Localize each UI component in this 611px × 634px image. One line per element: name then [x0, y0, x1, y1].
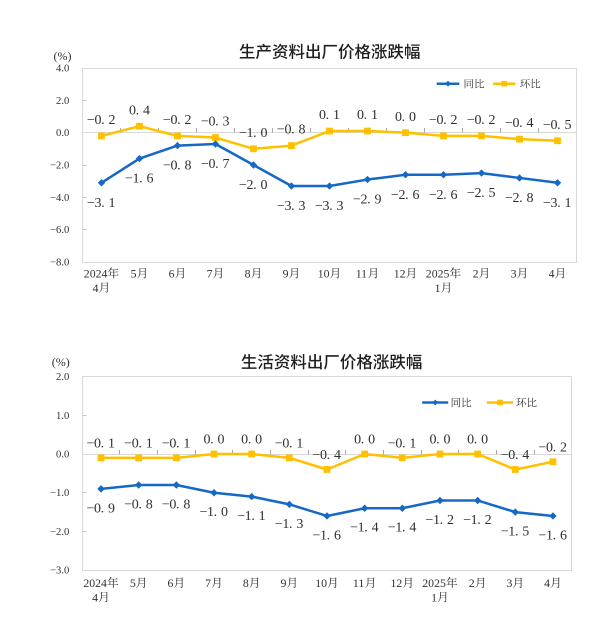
svg-text:−1.6: −1.6 — [539, 528, 567, 543]
svg-text:−3.1: −3.1 — [87, 196, 115, 211]
svg-text:−0.8: −0.8 — [163, 159, 191, 174]
svg-text:−1.0: −1.0 — [200, 505, 228, 520]
svg-text:−0.1: −0.1 — [87, 437, 115, 452]
svg-text:−3.3: −3.3 — [277, 199, 305, 214]
svg-text:10: 10 — [318, 267, 330, 281]
svg-text:−6.0: −6.0 — [50, 225, 69, 236]
svg-text:−2.0: −2.0 — [239, 178, 267, 193]
svg-text:(%): (%) — [54, 49, 72, 63]
svg-text:−2.0: −2.0 — [50, 161, 69, 172]
svg-text:9: 9 — [283, 267, 289, 281]
svg-text:−0.2: −0.2 — [539, 440, 567, 455]
svg-text:6: 6 — [168, 576, 174, 590]
svg-text:−0.2: −0.2 — [163, 113, 191, 128]
svg-text:11: 11 — [353, 576, 364, 590]
svg-text:0.0: 0.0 — [56, 128, 69, 139]
svg-text:12: 12 — [394, 267, 406, 281]
svg-text:8: 8 — [243, 576, 249, 590]
svg-text:4.0: 4.0 — [56, 64, 69, 75]
svg-text:−0.5: −0.5 — [543, 118, 571, 133]
svg-text:1: 1 — [431, 590, 437, 604]
svg-text:−1.1: −1.1 — [237, 509, 265, 524]
svg-text:−0.8: −0.8 — [162, 497, 190, 512]
svg-text:9: 9 — [280, 576, 286, 590]
svg-text:−2.6: −2.6 — [391, 188, 419, 203]
svg-text:5: 5 — [131, 267, 137, 281]
svg-text:−2.0: −2.0 — [50, 527, 69, 538]
svg-text:−3.0: −3.0 — [50, 566, 69, 577]
svg-text:2024: 2024 — [83, 576, 107, 590]
svg-text:−1.6: −1.6 — [125, 172, 153, 187]
svg-text:5: 5 — [130, 576, 136, 590]
svg-text:8: 8 — [245, 267, 251, 281]
svg-text:−1.5: −1.5 — [501, 525, 529, 540]
svg-text:2: 2 — [469, 576, 475, 590]
svg-text:−0.3: −0.3 — [201, 115, 229, 130]
svg-text:−3.3: −3.3 — [315, 199, 343, 214]
svg-text:7: 7 — [207, 267, 213, 281]
svg-text:−2.5: −2.5 — [467, 186, 495, 201]
svg-text:−2.9: −2.9 — [353, 193, 381, 208]
svg-text:4: 4 — [92, 590, 98, 604]
svg-text:12: 12 — [391, 576, 403, 590]
svg-text:−0.4: −0.4 — [313, 448, 341, 463]
svg-text:−1.2: −1.2 — [426, 513, 454, 528]
svg-text:−0.1: −0.1 — [388, 437, 416, 452]
svg-text:2025: 2025 — [422, 576, 446, 590]
svg-text:−2.6: −2.6 — [429, 188, 457, 203]
svg-text:−0.8: −0.8 — [277, 123, 305, 138]
svg-text:−0.2: −0.2 — [87, 113, 115, 128]
svg-text:−0.4: −0.4 — [505, 116, 533, 131]
svg-text:2.0: 2.0 — [56, 372, 69, 383]
svg-text:(%): (%) — [52, 355, 70, 369]
svg-text:2024: 2024 — [84, 267, 108, 281]
svg-text:−3.1: −3.1 — [543, 196, 571, 211]
svg-text:−0.1: −0.1 — [162, 437, 190, 452]
svg-text:−8.0: −8.0 — [50, 258, 69, 269]
svg-text:−0.2: −0.2 — [429, 113, 457, 128]
svg-text:−1.4: −1.4 — [350, 521, 378, 536]
svg-text:−1.2: −1.2 — [463, 513, 491, 528]
svg-text:−0.2: −0.2 — [467, 113, 495, 128]
svg-text:−2.8: −2.8 — [505, 191, 533, 206]
svg-text:−1.0: −1.0 — [239, 126, 267, 141]
svg-text:−1.4: −1.4 — [388, 521, 416, 536]
svg-text:3: 3 — [506, 576, 512, 590]
svg-text:1.0: 1.0 — [56, 411, 69, 422]
svg-text:10: 10 — [315, 576, 327, 590]
svg-text:4: 4 — [544, 576, 550, 590]
svg-text:3: 3 — [511, 267, 517, 281]
svg-text:6: 6 — [169, 267, 175, 281]
svg-text:1: 1 — [435, 281, 441, 295]
svg-text:−1.6: −1.6 — [313, 528, 341, 543]
svg-text:−1.0: −1.0 — [50, 488, 69, 499]
svg-text:2: 2 — [473, 267, 479, 281]
svg-text:0.0: 0.0 — [56, 450, 69, 461]
svg-text:−0.9: −0.9 — [87, 501, 115, 516]
svg-text:7: 7 — [205, 576, 211, 590]
svg-text:−0.1: −0.1 — [275, 437, 303, 452]
svg-text:11: 11 — [356, 267, 367, 281]
svg-text:−4.0: −4.0 — [50, 193, 69, 204]
svg-text:4: 4 — [93, 281, 99, 295]
svg-text:−1.3: −1.3 — [275, 517, 303, 532]
svg-text:−0.1: −0.1 — [124, 437, 152, 452]
svg-text:−0.7: −0.7 — [201, 157, 229, 172]
svg-text:2.0: 2.0 — [56, 96, 69, 107]
svg-text:−0.4: −0.4 — [501, 448, 529, 463]
svg-text:−0.8: −0.8 — [124, 497, 152, 512]
svg-text:2025: 2025 — [426, 267, 450, 281]
svg-text:4: 4 — [549, 267, 555, 281]
